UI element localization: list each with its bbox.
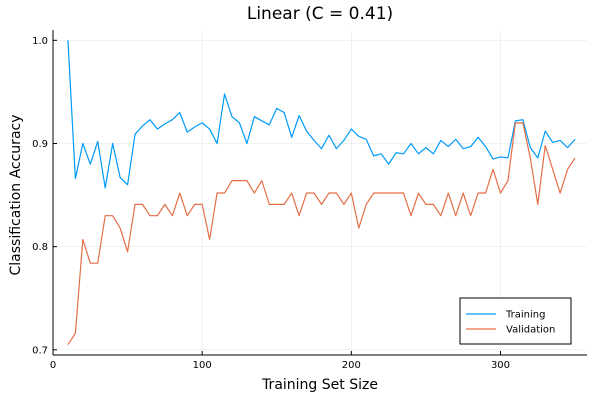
grid: [52, 30, 587, 355]
legend-label-validation: Validation: [506, 325, 555, 336]
tick-labels: 0 100 200 300 0.7 0.8 0.9 1.0: [32, 36, 510, 371]
x-tick-label: 100: [193, 360, 212, 371]
x-tick-label: 0: [50, 360, 56, 371]
chart-title: Linear (C = 0.41): [247, 4, 393, 24]
y-tick-label: 0.9: [32, 139, 48, 150]
legend: Training Validation: [459, 297, 572, 345]
y-axis-label: Classification Accuracy: [8, 115, 24, 276]
x-tick-label: 200: [342, 360, 361, 371]
series-line-training: [67, 40, 576, 189]
legend-box: [459, 297, 572, 345]
axes: [52, 30, 587, 356]
x-tick-label: 300: [491, 360, 510, 371]
y-tick-label: 0.7: [32, 345, 48, 356]
y-tick-label: 0.8: [32, 242, 48, 253]
series-line-validation: [67, 122, 576, 346]
legend-label-training: Training: [505, 310, 545, 321]
y-tick-label: 1.0: [32, 36, 48, 47]
x-axis-label: Training Set Size: [261, 377, 378, 393]
series-lines: [67, 40, 576, 346]
